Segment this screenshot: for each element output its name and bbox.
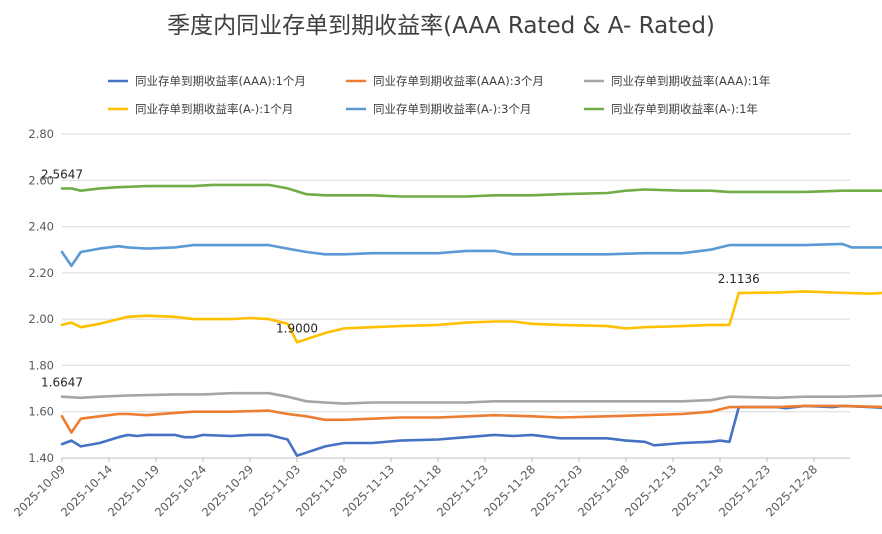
y-tick-label: 1.60 — [28, 405, 54, 419]
y-tick-label: 2.80 — [28, 127, 54, 141]
y-tick-label: 1.40 — [28, 451, 54, 465]
series-line — [60, 183, 882, 198]
y-tick-label: 2.40 — [28, 220, 54, 234]
legend-label: 同业存单到期收益率(AAA):1年 — [611, 74, 770, 88]
series-line — [60, 404, 882, 434]
legend-label: 同业存单到期收益率(AAA):3个月 — [373, 74, 544, 88]
y-tick-label: 2.60 — [28, 173, 54, 187]
series-line — [60, 404, 882, 458]
y-tick-label: 2.20 — [28, 266, 54, 280]
chart-title: 季度内同业存单到期收益率(AAA Rated & A- Rated) — [167, 13, 715, 39]
legend-label: 同业存单到期收益率(A-):1年 — [611, 102, 758, 116]
y-tick-label: 2.00 — [28, 312, 54, 326]
series-line — [60, 290, 882, 344]
data-label: 2.1136 — [718, 272, 760, 286]
data-label: 1.6647 — [41, 376, 83, 390]
legend-label: 同业存单到期收益率(A-):3个月 — [373, 102, 531, 116]
series-line — [60, 242, 882, 268]
legend-label: 同业存单到期收益率(A-):1个月 — [135, 102, 293, 116]
y-tick-label: 1.80 — [28, 358, 54, 372]
data-label: 2.5647 — [41, 167, 83, 181]
series-line — [60, 391, 882, 405]
legend-label: 同业存单到期收益率(AAA):1个月 — [135, 74, 306, 88]
data-label: 1.9000 — [276, 321, 318, 335]
